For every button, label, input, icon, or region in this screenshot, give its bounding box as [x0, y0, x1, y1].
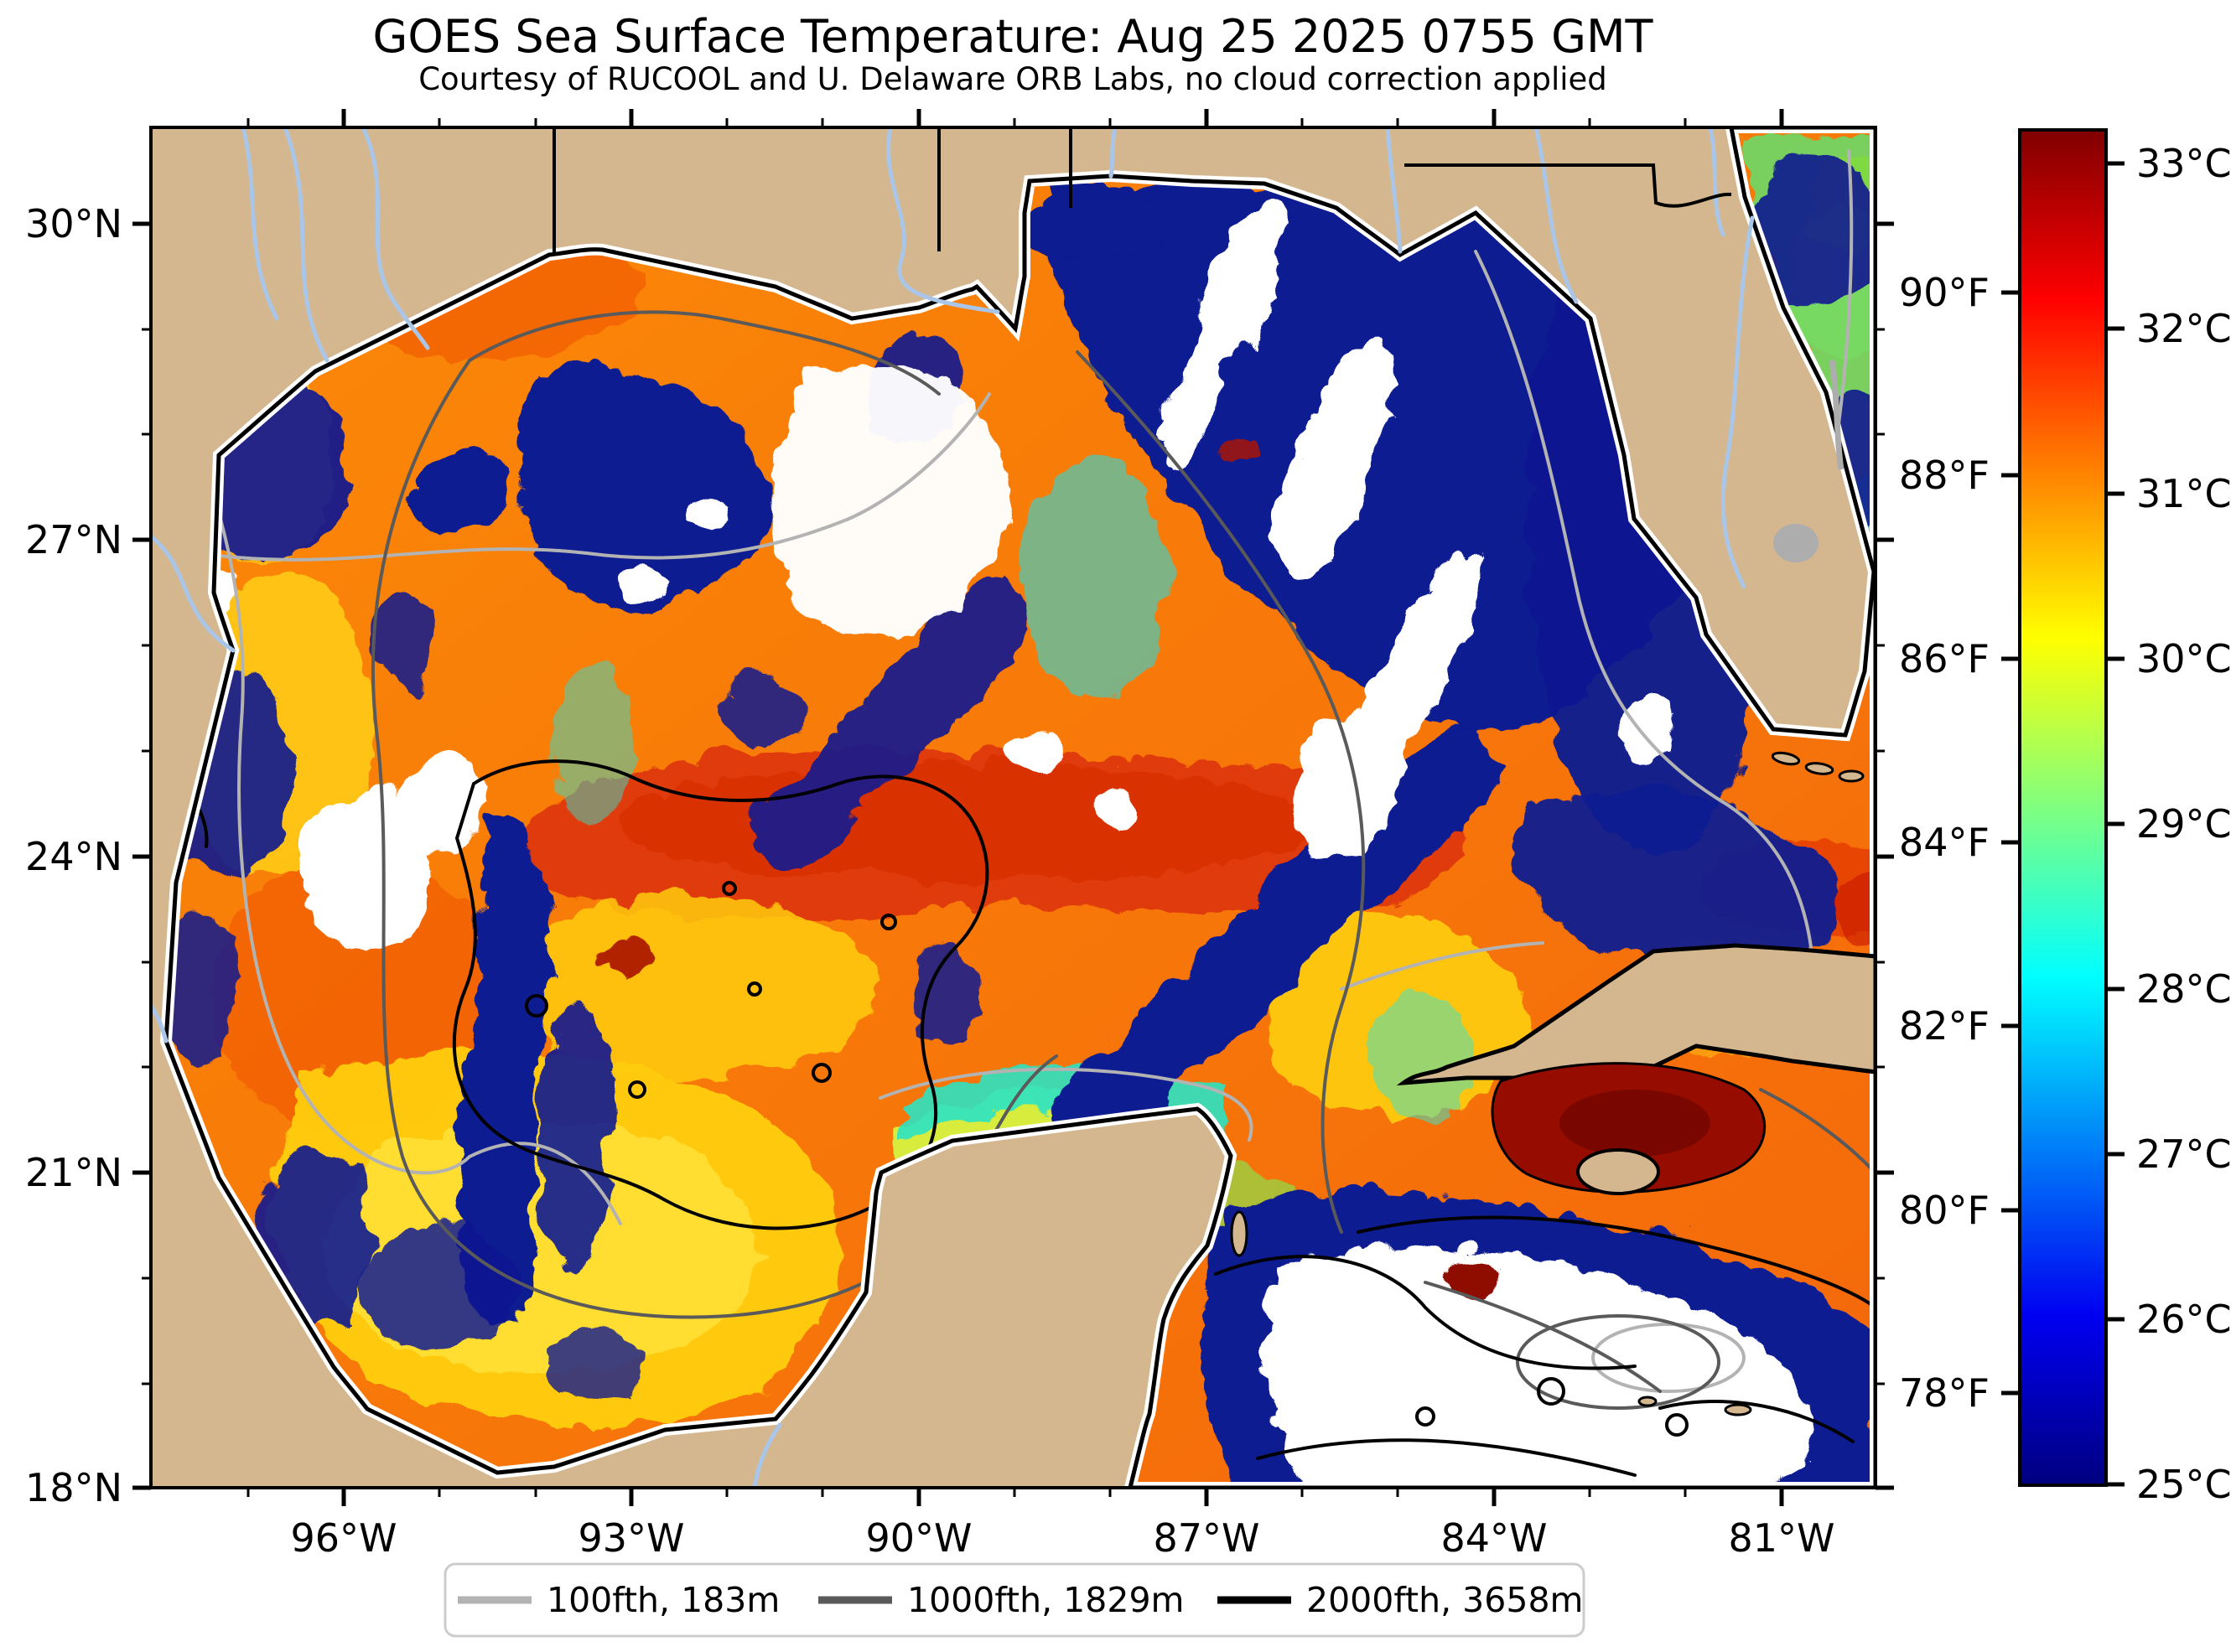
lon-tick-label: 87°W	[1153, 1515, 1259, 1561]
axis-labels: 30°N 27°N 24°N 21°N 18°N 96°W 93°W 90°W 87°W 84°W…	[25, 201, 1834, 1561]
legend-item-1000fth: 1000fth, 1829m	[818, 1580, 1184, 1620]
lat-tick-label: 30°N	[25, 201, 122, 246]
colorbar-label-fahrenheit: 86°F	[1899, 636, 1990, 681]
islands	[1230, 751, 1876, 1416]
colorbar-label-celsius: 32°C	[2136, 306, 2231, 351]
colorbar-label-celsius: 33°C	[2136, 141, 2231, 186]
colorbar-label-celsius: 29°C	[2136, 801, 2231, 847]
lon-tick-label: 93°W	[578, 1515, 684, 1561]
colorbar-label-celsius: 31°C	[2136, 471, 2231, 516]
colorbar-label-fahrenheit: 82°F	[1899, 1003, 1990, 1049]
florida-keys-islet	[1771, 751, 1801, 766]
colorbar-gradient	[2018, 128, 2108, 1487]
legend-label-1000fth: 1000fth, 1829m	[907, 1580, 1184, 1620]
colorbar-label-fahrenheit: 90°F	[1899, 270, 1990, 315]
colorbar-label-fahrenheit: 88°F	[1899, 453, 1990, 498]
legend-label-2000fth: 2000fth, 3658m	[1306, 1580, 1583, 1620]
colorbar-label-celsius: 30°C	[2136, 636, 2231, 681]
state-borders	[553, 127, 1732, 253]
map-plot: 30°N 27°N 24°N 21°N 18°N 96°W 93°W 90°W 87°W 84°W…	[25, 109, 1894, 1561]
lon-tick-label: 90°W	[865, 1515, 972, 1561]
lat-tick-label: 18°N	[25, 1465, 122, 1510]
indian-river-lagoon	[1829, 360, 1844, 470]
lat-tick-label: 27°N	[25, 517, 122, 562]
axis-ticks	[132, 109, 1894, 1506]
lat-tick-label: 24°N	[25, 834, 122, 879]
colorbar-label-celsius: 26°C	[2136, 1297, 2231, 1342]
lon-tick-label: 81°W	[1728, 1515, 1834, 1561]
contour-2000fth	[166, 759, 1876, 1488]
cozumel-island	[1230, 1210, 1248, 1257]
colorbar-label-celsius: 25°C	[2136, 1462, 2231, 1507]
colorbar-label-celsius: 27°C	[2136, 1132, 2231, 1177]
isla-juventud	[1576, 1148, 1660, 1195]
bathymetry-legend: 100fth, 183m 1000fth, 1829m 2000fth, 365…	[444, 1562, 1585, 1638]
legend-item-100fth: 100fth, 183m	[458, 1580, 780, 1620]
lake-okeechobee	[1773, 524, 1819, 562]
rivers	[151, 127, 1755, 1488]
colorbar-ticks	[2001, 161, 2125, 1487]
florida-keys-islet	[1838, 769, 1865, 783]
lat-tick-label: 21°N	[25, 1150, 122, 1195]
land-features	[151, 127, 1844, 1488]
lon-tick-label: 96°W	[290, 1515, 397, 1561]
colorbar: 33°C 32°C 31°C 30°C 29°C 28°C 27°C 26°C 25°C 90°F…	[1899, 128, 2231, 1507]
florida-keys-islet	[1804, 762, 1834, 775]
cayman-islet	[1637, 1396, 1658, 1407]
legend-box	[444, 1562, 1585, 1638]
legend-item-2000fth: 2000fth, 3658m	[1217, 1580, 1583, 1620]
page-subtitle: Courtesy of RUCOOL and U. Delaware ORB L…	[418, 61, 1607, 97]
legend-label-100fth: 100fth, 183m	[547, 1580, 780, 1620]
colorbar-label-fahrenheit: 84°F	[1899, 820, 1990, 865]
colorbar-labels: 33°C 32°C 31°C 30°C 29°C 28°C 27°C 26°C 25°C 90°F…	[1899, 141, 2231, 1507]
cayman-islet	[1724, 1403, 1752, 1416]
lon-tick-label: 84°W	[1440, 1515, 1547, 1561]
bathymetry-contours	[166, 149, 1876, 1488]
page-title: GOES Sea Surface Temperature: Aug 25 202…	[372, 10, 1653, 63]
colorbar-label-fahrenheit: 78°F	[1899, 1370, 1990, 1416]
coastline	[159, 127, 1876, 1488]
colorbar-label-celsius: 28°C	[2136, 966, 2231, 1012]
hotspot-core	[1559, 1090, 1710, 1157]
colorbar-label-fahrenheit: 80°F	[1899, 1188, 1990, 1233]
